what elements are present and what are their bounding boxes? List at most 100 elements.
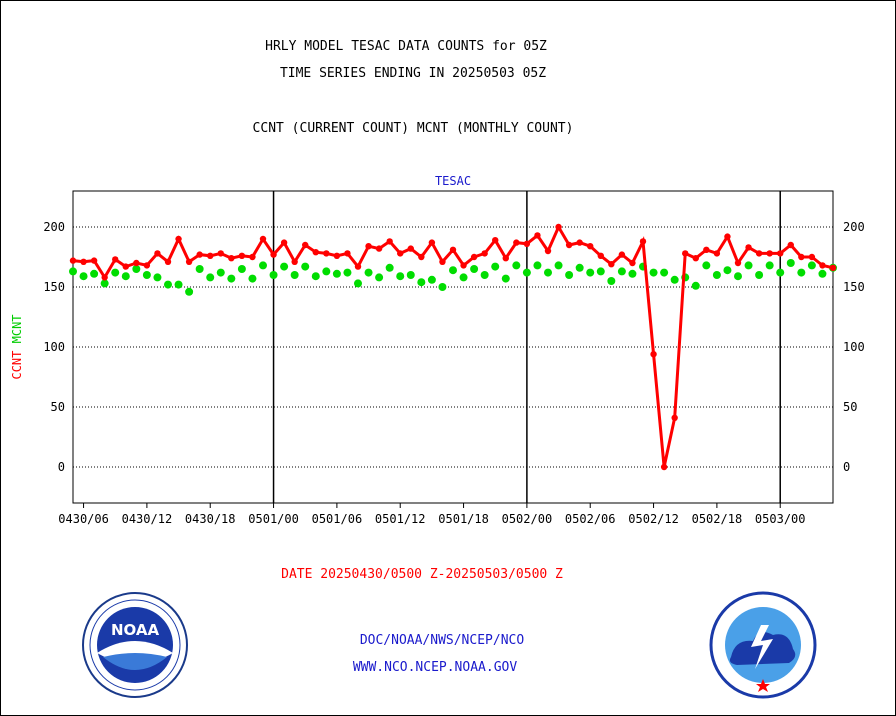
data-point-ccnt <box>259 235 267 243</box>
y-axis-label-part: CCNT <box>10 351 24 380</box>
x-tick-label: 0501/12 <box>375 512 426 526</box>
data-point-ccnt <box>333 252 341 259</box>
data-point-ccnt <box>513 239 520 246</box>
data-point-mcnt <box>765 261 774 270</box>
data-point-mcnt <box>90 269 99 278</box>
data-point-mcnt <box>259 261 267 270</box>
y-tick-label-left: 100 <box>43 340 65 354</box>
data-point-ccnt <box>323 250 330 257</box>
data-point-ccnt <box>492 237 499 244</box>
data-point-mcnt <box>554 261 563 270</box>
y-tick-label-left: 50 <box>51 400 65 414</box>
data-point-ccnt <box>755 250 763 257</box>
y-axis-label: CCNT MCNT <box>10 314 24 379</box>
data-point-ccnt <box>375 245 383 252</box>
data-point-mcnt <box>385 263 394 272</box>
data-point-mcnt <box>491 262 500 271</box>
x-tick-label: 0502/12 <box>628 512 679 526</box>
data-point-ccnt <box>692 255 699 262</box>
data-point-ccnt <box>618 251 626 258</box>
data-point-mcnt <box>396 272 405 281</box>
data-point-ccnt <box>164 258 172 265</box>
data-point-mcnt <box>818 269 827 278</box>
data-point-mcnt <box>565 271 574 279</box>
data-point-ccnt <box>112 256 119 263</box>
data-point-ccnt <box>101 274 108 281</box>
data-point-mcnt <box>744 261 753 270</box>
data-point-ccnt <box>587 243 594 250</box>
data-point-ccnt <box>228 255 235 262</box>
x-tick-label: 0503/00 <box>755 512 806 526</box>
x-tick-label: 0501/18 <box>438 512 489 526</box>
data-point-mcnt <box>586 268 595 277</box>
data-point-mcnt <box>174 280 183 289</box>
data-point-ccnt <box>154 250 161 257</box>
data-point-ccnt <box>629 259 636 267</box>
data-point-mcnt <box>797 268 806 277</box>
x-tick-label: 0430/18 <box>185 512 236 526</box>
data-point-ccnt <box>143 262 151 269</box>
data-point-ccnt <box>196 251 203 258</box>
data-point-ccnt <box>745 244 752 251</box>
data-point-ccnt <box>798 253 805 261</box>
data-point-mcnt <box>501 274 510 283</box>
data-point-ccnt <box>354 263 362 270</box>
data-point-ccnt <box>344 250 351 257</box>
data-point-ccnt <box>608 261 615 268</box>
data-point-mcnt <box>248 274 257 283</box>
data-point-ccnt <box>671 414 678 421</box>
data-point-ccnt <box>133 259 140 267</box>
data-point-mcnt <box>206 273 215 282</box>
data-point-mcnt <box>628 269 637 278</box>
x-tick-label: 0502/18 <box>692 512 743 526</box>
data-point-mcnt <box>142 271 151 279</box>
data-point-ccnt <box>819 262 826 269</box>
data-point-mcnt <box>195 265 204 273</box>
data-point-mcnt <box>512 261 521 270</box>
data-point-mcnt <box>702 261 711 270</box>
data-point-ccnt <box>682 250 689 257</box>
x-tick-label: 0502/06 <box>565 512 616 526</box>
x-tick-label: 0501/00 <box>248 512 299 526</box>
x-tick-label: 0502/00 <box>502 512 553 526</box>
data-point-mcnt <box>69 267 77 276</box>
data-point-ccnt <box>238 252 246 259</box>
y-tick-label-right: 150 <box>843 280 865 294</box>
data-point-ccnt <box>724 233 731 240</box>
data-point-ccnt <box>80 258 87 265</box>
data-point-mcnt <box>280 262 289 271</box>
data-point-mcnt <box>111 268 120 277</box>
data-point-ccnt <box>249 253 256 261</box>
data-point-mcnt <box>522 268 531 277</box>
data-point-mcnt <box>100 279 109 288</box>
data-point-ccnt <box>787 241 794 249</box>
data-point-mcnt <box>438 283 447 291</box>
data-point-mcnt <box>734 272 742 281</box>
data-point-mcnt <box>301 262 310 271</box>
chart-title-line2: TIME SERIES ENDING IN 20250503 05Z <box>279 66 547 81</box>
data-point-mcnt <box>533 261 542 270</box>
data-point-mcnt <box>691 281 700 290</box>
data-point-mcnt <box>776 268 785 277</box>
data-point-ccnt <box>544 247 552 255</box>
data-point-mcnt <box>121 272 130 281</box>
data-point-mcnt <box>227 274 236 283</box>
data-point-mcnt <box>216 268 225 277</box>
y-tick-label-left: 150 <box>43 280 65 294</box>
data-point-ccnt <box>122 263 129 270</box>
data-point-mcnt <box>406 271 415 279</box>
noaa-logo-text: NOAA <box>111 621 160 639</box>
data-point-ccnt <box>69 257 77 264</box>
data-point-ccnt <box>460 262 467 269</box>
data-point-ccnt <box>777 250 784 257</box>
data-point-ccnt <box>734 259 742 267</box>
y-tick-label-left: 0 <box>58 460 65 474</box>
data-point-mcnt <box>332 269 341 278</box>
date-range-label: DATE 20250430/0500 Z-20250503/0500 Z <box>281 567 563 582</box>
data-point-mcnt <box>417 278 426 287</box>
data-point-mcnt <box>470 265 479 273</box>
data-point-ccnt <box>418 253 425 261</box>
data-point-mcnt <box>269 271 278 279</box>
chart-subtitle: CCNT (CURRENT COUNT) MCNT (MONTHLY COUNT… <box>252 121 574 136</box>
data-point-ccnt <box>207 252 214 259</box>
